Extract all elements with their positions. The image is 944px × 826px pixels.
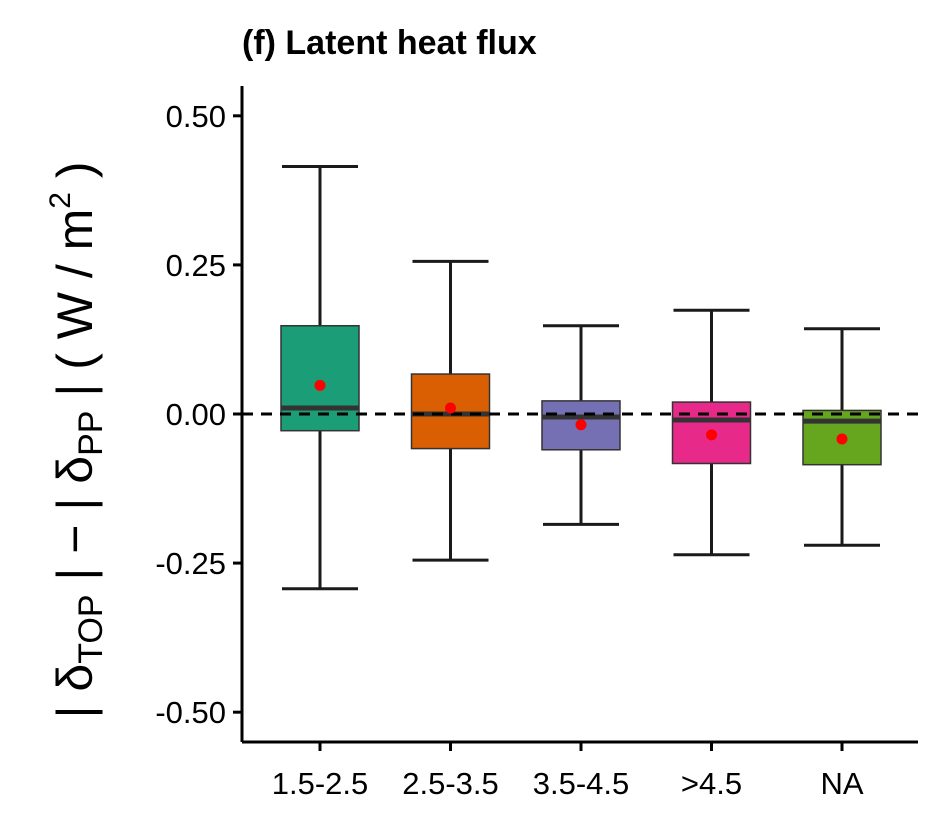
x-tick-label: >4.5 — [681, 766, 742, 801]
y-tick-label: 0.25 — [166, 248, 226, 283]
x-tick-label: 1.5-2.5 — [272, 766, 369, 801]
y-tick-label: 0.00 — [166, 397, 226, 432]
x-axis: 1.5-2.5 2.5-3.5 3.5-4.5 >4.5 NA — [242, 740, 918, 801]
y-axis: 0.50 0.25 0.00 -0.25 -0.50 — [155, 86, 244, 742]
y-tick-label: -0.50 — [155, 695, 226, 730]
y-label-part-1: | δ — [47, 664, 103, 719]
plot-area — [242, 165, 918, 591]
x-tick-label: 3.5-4.5 — [533, 766, 630, 801]
y-label-sub-pp: PP — [72, 411, 110, 456]
y-label-sub-top: TOP — [72, 595, 110, 664]
y-label-units-close: ) — [47, 161, 103, 192]
mean-point — [314, 379, 326, 391]
y-label-part-2: | − | δ — [47, 456, 103, 595]
mean-point — [706, 429, 717, 441]
mean-point — [575, 419, 587, 431]
y-axis-label: | δTOP | − | δPP | ( W / m2 ) — [44, 161, 110, 718]
y-tick-label: 0.50 — [166, 99, 226, 134]
y-tick-label: -0.25 — [155, 546, 226, 581]
mean-point — [836, 433, 848, 445]
x-tick-label: 2.5-3.5 — [402, 766, 499, 801]
y-label-units: | ( W / m — [47, 209, 103, 411]
x-tick-label: NA — [820, 766, 863, 801]
chart-title: (f) Latent heat flux — [242, 24, 537, 62]
y-label-sup: 2 — [44, 192, 77, 209]
box-group — [280, 165, 360, 591]
mean-point — [445, 402, 456, 414]
